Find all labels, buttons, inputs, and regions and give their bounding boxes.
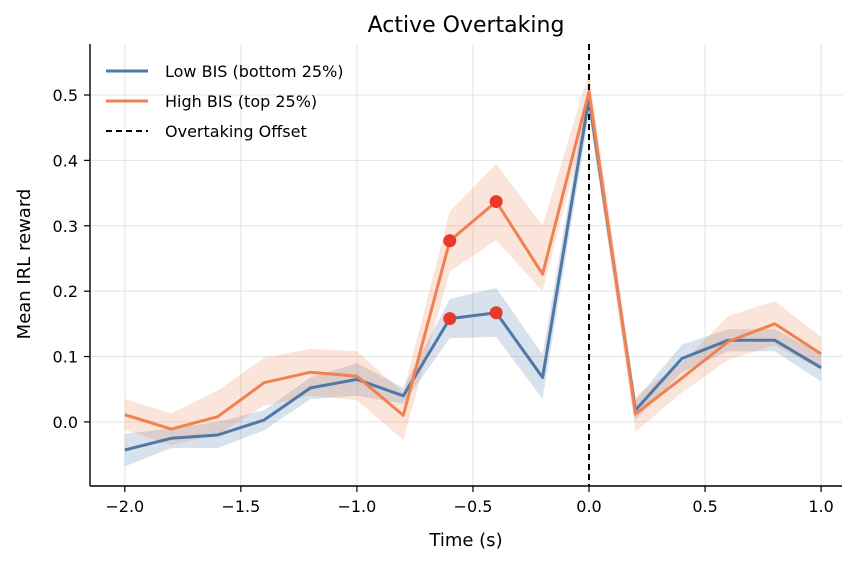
axes (89, 44, 842, 487)
series-lines (124, 90, 822, 452)
x-tick-label-5: 0.5 (692, 497, 717, 516)
highlight-point-series-0-0 (443, 312, 457, 326)
x-axis-label: Time (s) (428, 530, 502, 551)
y-tick-label-0: 0.0 (53, 413, 78, 432)
legend-label-low-bis: Low BIS (bottom 25%) (165, 62, 344, 81)
series-line-0 (124, 96, 822, 452)
y-axis-label: Mean IRL reward (14, 189, 35, 340)
x-tick-label-3: −0.5 (454, 497, 493, 516)
highlight-point-series-1-1 (489, 195, 503, 209)
x-tick-label-0: −2.0 (105, 497, 144, 516)
y-tick-label-5: 0.5 (53, 86, 78, 105)
confidence-bands (124, 72, 822, 467)
y-axis-ticks: 0.0 0.1 0.2 0.3 0.4 0.5 (53, 86, 90, 432)
x-tick-label-4: 0.0 (576, 497, 601, 516)
legend-label-high-bis: High BIS (top 25%) (165, 92, 317, 111)
y-tick-label-1: 0.1 (53, 348, 78, 367)
chart-title: Active Overtaking (368, 13, 565, 38)
y-tick-label-3: 0.3 (53, 217, 78, 236)
x-tick-label-2: −1.0 (337, 497, 376, 516)
y-tick-label-2: 0.2 (53, 282, 78, 301)
series-line-1 (124, 90, 822, 431)
y-tick-label-4: 0.4 (53, 151, 78, 170)
highlight-point-series-0-1 (489, 306, 503, 320)
x-axis-ticks: −2.0 −1.5 −1.0 −0.5 0.0 0.5 1.0 (105, 486, 834, 516)
confidence-band-series-0 (124, 81, 822, 467)
highlight-markers (443, 195, 503, 326)
x-tick-label-1: −1.5 (221, 497, 260, 516)
x-tick-label-6: 1.0 (808, 497, 833, 516)
highlight-point-series-1-0 (443, 234, 457, 248)
legend-label-overtaking-offset: Overtaking Offset (165, 122, 307, 141)
confidence-band-series-1 (124, 72, 822, 445)
legend: Low BIS (bottom 25%) High BIS (top 25%) … (106, 62, 344, 141)
